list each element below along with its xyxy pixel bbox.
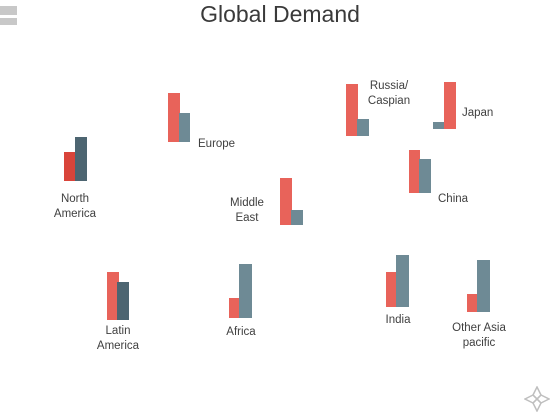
europe-bar-2 (179, 113, 190, 142)
russia-caspian-label-line-1: Russia/ (369, 80, 409, 92)
middle-east-bar-1 (280, 178, 292, 225)
africa-label-line-1: Africa (226, 326, 256, 338)
china-label: China (438, 192, 468, 207)
middle-east-label: Middle East (230, 196, 264, 226)
north-america-label: North America (54, 192, 96, 222)
india-label: India (386, 313, 411, 328)
russia-caspian-bar-2 (357, 119, 369, 136)
africa-bar-2 (239, 264, 252, 318)
russia-caspian-label: Russia/ Caspian (368, 79, 410, 109)
africa-bar-1 (229, 298, 240, 318)
latin-america-bar-2 (117, 282, 129, 320)
india-bar-2 (396, 255, 409, 307)
other-asia-pacific-bar-2 (477, 260, 490, 312)
japan-bar-1 (433, 122, 445, 129)
north-america-bar-1 (64, 152, 75, 181)
japan-label-line-1: Japan (462, 107, 494, 119)
diamond-logo-icon (524, 386, 550, 412)
other-asia-pacific-label-line-2: pacific (462, 337, 496, 349)
japan-label: Japan (462, 106, 493, 121)
india-bar-1 (386, 272, 397, 307)
europe-label: Europe (198, 137, 235, 152)
other-asia-pacific-label-line-1: Other Asia (452, 322, 506, 334)
india-label-line-1: India (385, 314, 411, 326)
china-bar-1 (409, 150, 420, 193)
russia-caspian-bar-1 (346, 84, 358, 136)
russia-caspian-label-line-2: Caspian (367, 95, 411, 107)
latin-america-label-line-2: America (96, 340, 140, 352)
latin-america-label-line-1: Latin (105, 325, 131, 337)
europe-bar-1 (168, 93, 180, 142)
japan-bar-2 (444, 82, 456, 129)
other-asia-pacific-bar-1 (467, 294, 478, 312)
north-america-bar-2 (75, 137, 87, 181)
china-bar-2 (419, 159, 431, 193)
other-asia-pacific-label: Other Asia pacific (452, 321, 506, 351)
europe-label-line-1: Europe (198, 138, 236, 150)
page-title: Global Demand (200, 1, 360, 27)
latin-america-bar-1 (107, 272, 119, 320)
middle-east-bar-2 (291, 210, 303, 225)
middle-east-label-line-1: Middle (230, 197, 264, 209)
latin-america-label: Latin America (97, 324, 139, 354)
middle-east-label-line-2: East (235, 212, 259, 224)
africa-label: Africa (226, 325, 255, 340)
north-america-label-line-1: North (60, 193, 90, 205)
north-america-label-line-2: America (53, 208, 97, 220)
china-label-line-1: China (438, 193, 469, 205)
